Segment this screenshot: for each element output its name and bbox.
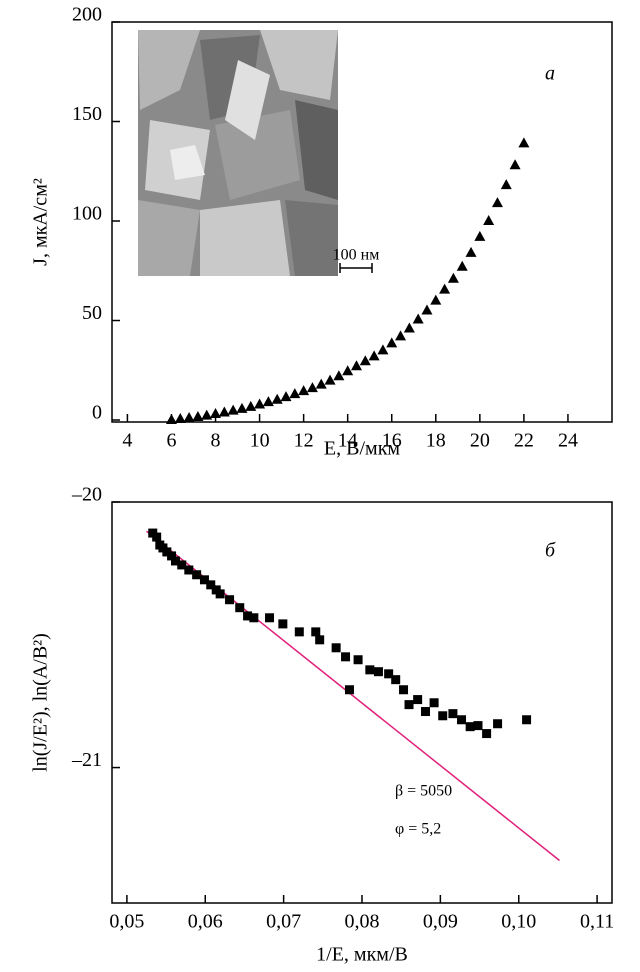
x-tick-label: 20	[470, 430, 490, 452]
data-point	[265, 613, 274, 622]
x-tick-label: 4	[122, 430, 132, 452]
data-point	[518, 137, 529, 147]
data-point	[483, 215, 494, 225]
data-point	[522, 715, 531, 724]
x-tick-label: 0,11	[580, 911, 614, 933]
data-point	[298, 385, 309, 395]
annotation: φ = 5,2	[395, 821, 441, 838]
data-point	[281, 391, 292, 401]
data-point	[430, 295, 441, 305]
data-point	[272, 394, 283, 404]
sem-inset	[138, 30, 372, 276]
data-point	[184, 565, 193, 574]
x-tick-label: 8	[211, 430, 221, 452]
panel-label: а	[545, 63, 555, 85]
data-point	[311, 627, 320, 636]
data-point	[399, 685, 408, 694]
y-tick-label: 0	[92, 402, 102, 424]
data-point	[438, 711, 447, 720]
data-point	[493, 719, 502, 728]
x-axis-label: 1/E, мкм/В	[316, 944, 408, 966]
data-point	[345, 685, 354, 694]
data-point	[430, 698, 439, 707]
data-point	[192, 570, 201, 579]
y-tick-label: –21	[71, 749, 102, 771]
data-point	[235, 603, 244, 612]
data-point	[474, 231, 485, 241]
data-point	[289, 388, 300, 398]
data-point	[249, 613, 258, 622]
data-point	[219, 406, 230, 416]
data-point	[263, 396, 274, 406]
data-point	[466, 722, 475, 731]
data-point	[501, 179, 512, 189]
data-point	[439, 284, 450, 294]
data-point	[369, 350, 380, 360]
annotation: β = 5050	[395, 783, 452, 800]
data-point	[473, 721, 482, 730]
data-point	[448, 709, 457, 718]
data-point	[278, 619, 287, 628]
data-point	[374, 667, 383, 676]
data-point	[448, 273, 459, 283]
data-point	[492, 197, 503, 207]
data-point	[413, 695, 422, 704]
x-axis-label: E, В/мкм	[324, 438, 400, 460]
panel-label: б	[545, 540, 556, 562]
data-point	[315, 635, 324, 644]
x-tick-label: 0,05	[109, 911, 144, 933]
data-point	[457, 715, 466, 724]
x-tick-label: 22	[514, 430, 534, 452]
data-point	[365, 665, 374, 674]
figure: 4681012141618202224050100150200E, В/мкмJ…	[0, 0, 640, 972]
data-point	[228, 405, 239, 415]
x-tick-label: 0,10	[501, 911, 536, 933]
data-point	[201, 410, 212, 420]
data-point	[391, 675, 400, 684]
data-point	[307, 382, 318, 392]
y-tick-label: 50	[82, 302, 102, 324]
x-tick-label: 12	[294, 430, 314, 452]
data-point	[225, 595, 234, 604]
x-tick-label: 18	[426, 430, 446, 452]
data-point	[354, 655, 363, 664]
data-point	[332, 643, 341, 652]
y-tick-label: 100	[72, 203, 102, 225]
y-tick-label: 150	[72, 103, 102, 125]
x-tick-label: 24	[558, 430, 578, 452]
data-point	[510, 159, 521, 169]
data-point	[482, 729, 491, 738]
x-tick-label: 0,06	[188, 911, 223, 933]
data-point	[421, 707, 430, 716]
data-point	[386, 337, 397, 347]
scale-bar-label: 100 нм	[333, 247, 380, 264]
data-point	[377, 344, 388, 354]
data-point	[210, 408, 221, 418]
data-point	[404, 322, 415, 332]
y-tick-label: –20	[71, 484, 102, 506]
data-point	[457, 261, 468, 271]
data-point	[295, 627, 304, 636]
x-tick-label: 10	[250, 430, 270, 452]
x-tick-label: 0,09	[423, 911, 458, 933]
data-point	[254, 398, 265, 408]
data-point	[236, 403, 247, 413]
data-point	[245, 401, 256, 411]
data-point	[216, 589, 225, 598]
data-point	[405, 700, 414, 709]
data-point	[466, 247, 477, 257]
x-tick-label: 0,08	[345, 911, 380, 933]
data-point	[152, 533, 161, 542]
x-tick-label: 6	[166, 430, 176, 452]
data-point	[316, 379, 327, 389]
data-point	[421, 305, 432, 315]
y-axis-label: ln(J/E²), ln(A/B²)	[30, 633, 52, 772]
data-point	[341, 652, 350, 661]
y-axis-label: J, мкА/см²	[30, 178, 52, 266]
x-tick-label: 0,07	[266, 911, 301, 933]
data-point	[413, 314, 424, 324]
y-tick-label: 200	[72, 4, 102, 26]
